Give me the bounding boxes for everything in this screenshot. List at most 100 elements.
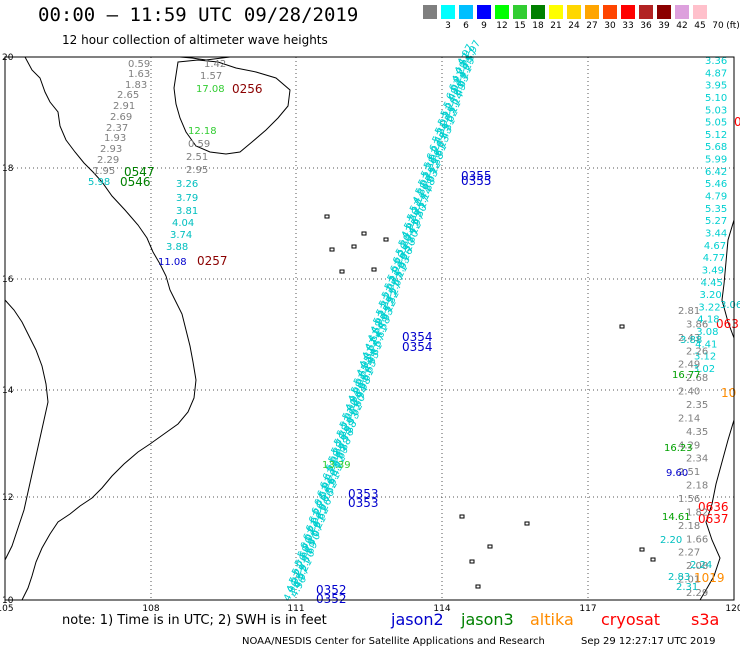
small-island	[459, 514, 465, 519]
small-island	[619, 324, 625, 329]
swh-value: 12.18	[188, 126, 217, 137]
legend-swatch	[513, 5, 527, 19]
lat-tick-label: 18	[2, 164, 14, 174]
swh-value: 2.95	[186, 165, 208, 176]
interior-coast	[4, 299, 49, 561]
swh-value-gray: 1.82	[686, 507, 708, 518]
swh-value-gray: 2.69	[110, 112, 132, 123]
swh-value: 1.42	[204, 59, 226, 70]
legend-label: 42	[676, 21, 688, 31]
small-island	[469, 559, 475, 564]
swh-value-cyan: 5.99	[705, 155, 727, 166]
legend-label: 12	[496, 21, 508, 31]
lat-tick-label: 14	[2, 386, 14, 396]
small-island	[329, 247, 335, 252]
pass-time-label: 0637	[698, 512, 729, 526]
pass-time-label: 10	[721, 386, 736, 400]
legend-label: 33	[622, 21, 634, 31]
swh-value-cyan: 5.98	[88, 177, 110, 188]
swh-value-gray: 4.29	[678, 440, 700, 451]
lon-tick-label: 108	[142, 604, 159, 614]
coastline	[4, 56, 735, 601]
swh-value-gray: 1.83	[125, 80, 147, 91]
legend-label: 39	[658, 21, 670, 31]
swh-value-gray: 2.91	[113, 101, 135, 112]
swh-value-cyan: 4.41	[695, 339, 717, 350]
swh-value-gray: 3.86	[686, 319, 708, 330]
swh-value-gray: 2.14	[678, 413, 700, 424]
swh-value: 0.59	[188, 139, 210, 150]
lon-tick-label: 117	[579, 604, 596, 614]
swh-value-cyan: 4.04	[172, 218, 194, 229]
swh-value-gray: 2.01	[678, 575, 700, 586]
swh-value-gray: 1.66	[686, 534, 708, 545]
swh-value: 2.51	[186, 152, 208, 163]
swh-value-cyan: 2.83	[668, 572, 690, 583]
legend-swatch	[549, 5, 563, 19]
swh-value-cyan: 2.24	[690, 560, 712, 571]
pass-time-label: 0352	[316, 592, 347, 606]
swh-value-cyan: 3.06	[720, 300, 740, 311]
small-island	[339, 269, 345, 274]
swh-value-cyan: 5.12	[705, 130, 727, 141]
satellite-label: jason2	[391, 610, 444, 629]
map-title: 00:00 – 11:59 UTC 09/28/2019	[38, 4, 359, 26]
satellite-label: s3a	[691, 610, 720, 629]
legend-swatch	[675, 5, 689, 19]
small-island	[351, 244, 357, 249]
lon-tick-label: 111	[287, 604, 304, 614]
pass-time-label: 0355	[461, 169, 492, 183]
swh-value-cyan: 3.49	[702, 265, 724, 276]
swh-value-gray: 2.18	[686, 481, 708, 492]
pass-time-label: 0257	[197, 254, 228, 268]
timestamp-text: Sep 29 12:27:17 UTC 2019	[581, 636, 716, 647]
pass-time-label: 0547	[124, 165, 155, 179]
legend-label: 9	[481, 21, 487, 31]
swh-value-cyan: 3.02	[693, 364, 715, 375]
swh-value-gray: 0.59	[128, 59, 150, 70]
swh-value-gray: 2.65	[117, 90, 139, 101]
small-island	[371, 267, 377, 272]
lat-tick-label: 10	[2, 596, 14, 606]
swh-value-cyan: 4.18	[697, 315, 719, 326]
map-subtitle: 12 hour collection of altimeter wave hei…	[62, 33, 328, 47]
swh-value-green: 16.23	[664, 443, 693, 454]
legend-swatch	[441, 5, 455, 19]
pass-time-label: 063	[716, 317, 739, 331]
swh-value-gray: 2.68	[686, 373, 708, 384]
pass-time-label: 0636	[698, 500, 729, 514]
legend-label: 45	[694, 21, 706, 31]
satellite-label: altika	[530, 610, 574, 629]
swh-value-gray: 1.93	[104, 133, 126, 144]
map-frame	[4, 56, 735, 601]
swh-value-gray: 2.81	[678, 306, 700, 317]
swh-value: 17.08	[196, 84, 225, 95]
swh-value-cyan: 5.68	[705, 142, 727, 153]
swh-value-blue: 11.08	[158, 257, 187, 268]
swh-value-cyan: 3.12	[694, 352, 716, 363]
swh-value-gray: 1.56	[678, 494, 700, 505]
pass-time-label: 0546	[120, 175, 151, 189]
axis-ticks: 105 108 111 114 117 120 20 18 16 14 12 10	[0, 53, 740, 614]
lat-tick-label: 12	[2, 493, 13, 503]
swh-value-gray: 2.26	[686, 346, 708, 357]
swh-value-gray: 2.29	[97, 155, 119, 166]
swh-value-cyan: 5.27	[705, 216, 727, 227]
legend-label: 3	[445, 21, 451, 31]
swh-value-cyan: 3.88	[166, 242, 188, 253]
swh-value-gray: 2.08	[686, 561, 708, 572]
track-swh-value-green: 13.39	[322, 460, 351, 471]
pass-time-label: 0354	[402, 340, 433, 354]
pass-time-label: 0	[734, 115, 740, 129]
swh-value-cyan: 2.20	[660, 535, 682, 546]
small-island	[524, 521, 530, 526]
swh-value-gray: 2.37	[106, 123, 128, 134]
swh-value-cyan: 3.88	[680, 335, 702, 346]
legend-label: 18	[532, 21, 544, 31]
small-island	[475, 584, 481, 589]
pass-time-label: 0256	[232, 82, 263, 96]
swh-value-green: 16.77	[672, 370, 701, 381]
legend-label: 24	[568, 21, 580, 31]
pass-time-label: 0352	[316, 583, 347, 597]
legend-swatch	[459, 5, 473, 19]
